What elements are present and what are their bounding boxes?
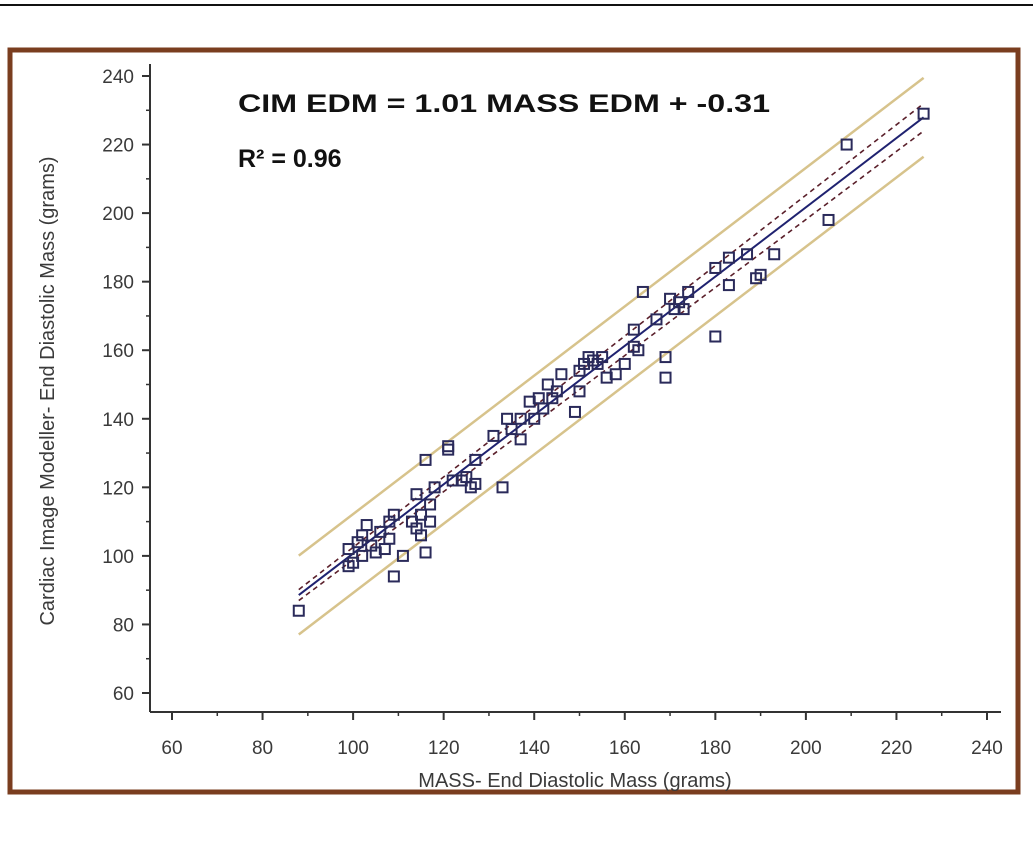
data-point [410,488,423,501]
data-point [822,213,835,226]
data-point [419,453,432,466]
data-point [424,515,437,528]
x-tick-label: 140 [518,738,550,759]
data-point [496,481,509,494]
data-point [428,481,441,494]
data-point [627,323,640,336]
data-point [347,556,360,569]
data-point [568,405,581,418]
x-axis-title: MASS- End Diastolic Mass (grams) [418,770,731,792]
data-point [383,532,396,545]
x-tick-label: 200 [790,738,822,759]
x-axis-ticks: 60 80 100 120 140 160 180 200 220 240 [161,712,1003,759]
x-tick-label: 100 [337,738,369,759]
data-point [636,285,649,298]
r-squared-label: R² = 0.96 [238,145,342,173]
data-point [487,429,500,442]
data-point [609,368,622,381]
data-point [682,285,695,298]
data-point [505,423,518,436]
data-point [469,477,482,490]
data-point [415,529,428,542]
data-point [754,268,767,281]
x-tick-label: 180 [699,738,731,759]
data-point [596,351,609,364]
x-tick-label: 80 [252,738,273,759]
data-point [424,498,437,511]
regression-line [298,116,925,596]
data-point [659,371,672,384]
top-rule [0,4,1033,6]
data-point [650,313,663,326]
data-point [768,248,781,261]
y-tick-label: 160 [102,341,134,362]
regression-equation: CIM EDM = 1.01 MASS EDM + -0.31 [238,90,770,118]
confidence-band-upper [298,102,925,591]
data-point [573,385,586,398]
x-tick-label: 120 [428,738,460,759]
y-tick-label: 80 [113,615,134,636]
data-point [469,453,482,466]
data-point [528,412,541,425]
data-point [618,357,631,370]
data-point [677,303,690,316]
data-point [722,251,735,264]
bands-group [298,76,925,636]
y-tick-label: 180 [102,273,134,294]
y-tick-label: 200 [102,204,134,225]
data-point [292,604,305,617]
data-point [709,330,722,343]
y-tick-label: 100 [102,547,134,568]
prediction-band-upper [298,76,925,557]
data-point [917,107,930,120]
y-tick-label: 240 [102,67,134,88]
data-point [415,508,428,521]
data-point [514,433,527,446]
points-group [292,107,930,617]
y-tick-label: 140 [102,410,134,431]
data-point [387,570,400,583]
data-point [387,508,400,521]
data-point [632,344,645,357]
prediction-band-lower [298,155,925,636]
confidence-band-lower [298,130,925,602]
data-point [741,248,754,261]
y-axis-title: Cardiac Image Modeller- End Diastolic Ma… [37,156,59,625]
plot-axes [149,64,1001,713]
data-point [537,402,550,415]
data-point [541,378,554,391]
y-tick-label: 220 [102,136,134,157]
data-point [659,351,672,364]
data-point [555,368,568,381]
data-point [342,543,355,556]
data-point [396,549,409,562]
x-tick-label: 60 [161,738,182,759]
y-axis-ticks: 60 80 100 120 140 160 180 200 220 240 [102,67,150,705]
data-point [360,519,373,532]
data-point [709,261,722,274]
data-point [840,138,853,151]
data-point [550,385,563,398]
data-point [722,279,735,292]
y-tick-label: 60 [113,684,134,705]
data-point [356,549,369,562]
data-point [374,525,387,538]
data-point [442,440,455,453]
data-point [419,546,432,559]
x-tick-label: 240 [971,738,1003,759]
x-tick-label: 220 [881,738,913,759]
x-tick-label: 160 [609,738,641,759]
data-point [514,412,527,425]
y-tick-label: 120 [102,478,134,499]
